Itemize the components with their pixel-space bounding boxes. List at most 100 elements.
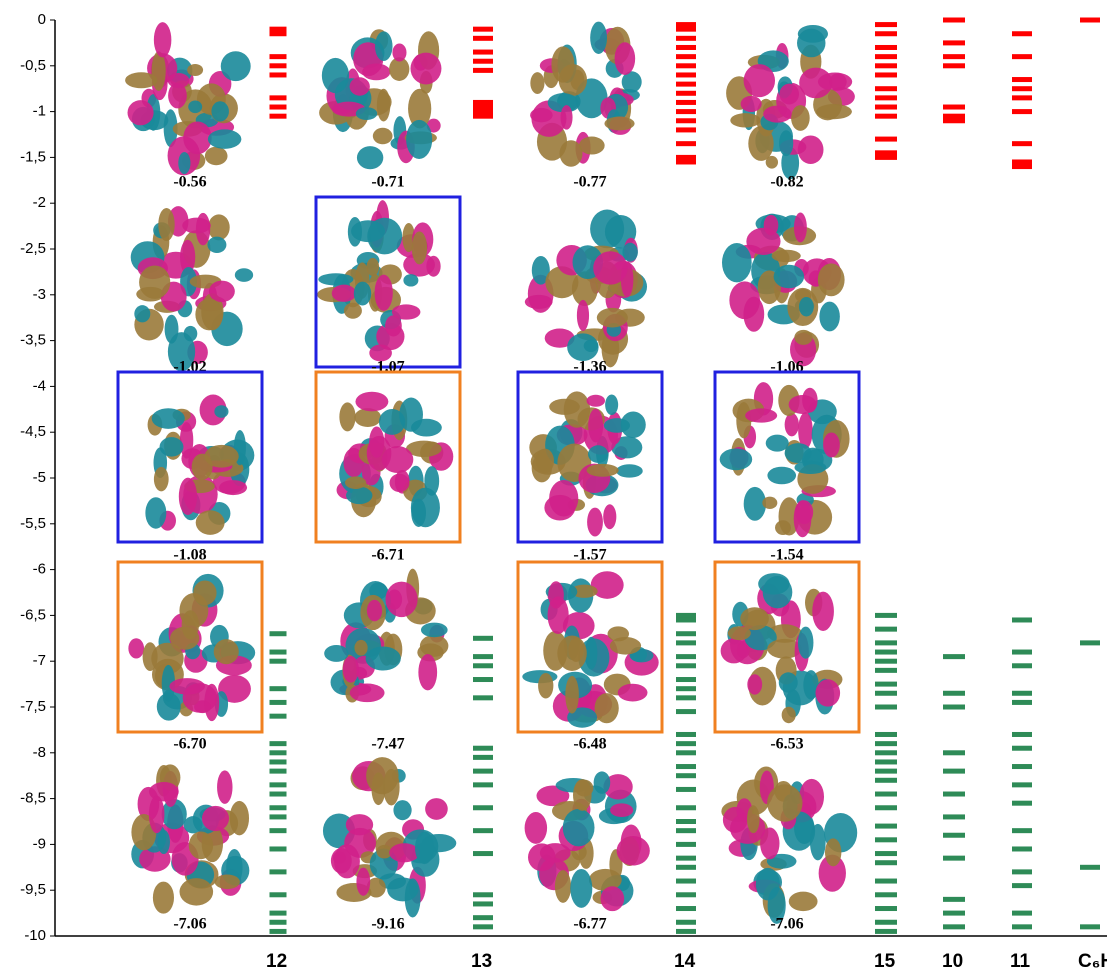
orbital-lobe [187,64,203,76]
energy-level [676,828,696,833]
energy-level [676,100,696,105]
orbital-lobe [420,635,449,657]
orbital-lobe [214,405,228,418]
energy-level [473,68,493,73]
energy-level [943,792,965,797]
orbital-lobe [369,426,384,457]
orbital-lobe [324,645,348,662]
energy-level [676,27,696,32]
orbital-lobe [403,274,418,286]
orbital-lobe [729,281,760,319]
orbital-lobe [168,73,190,88]
energy-level [875,851,897,856]
y-tick-label: -1,5 [20,148,46,165]
orbital-lobe [207,237,226,253]
energy-level [270,846,287,851]
energy-level [943,705,965,710]
energy-level [473,695,493,700]
orbital-lobe [605,395,618,415]
energy-level [473,114,493,119]
orbital-lobe [196,510,225,535]
energy-level [473,892,493,897]
y-tick-label: -10 [24,927,46,944]
orbital-image [125,22,251,175]
orbital-lobe [579,137,605,155]
orbital-lobe [410,53,441,85]
energy-level [676,82,696,87]
x-tick-label: 12 [266,951,287,972]
orbital-lobe [779,84,799,105]
orbital-lobe [193,580,216,605]
orbital-image [721,573,843,723]
orbital-lobe [158,208,174,241]
orbital-lobe [799,779,824,815]
energy-level [270,814,287,819]
x-tick-label: 13 [471,951,492,972]
energy-level [875,45,897,50]
y-tick-label: -8,5 [20,790,46,807]
y-tick-label: -8 [33,744,46,761]
energy-level [676,750,696,755]
energy-level [943,118,965,123]
orbital-lobe [392,44,406,62]
orbital-lobe [740,607,769,630]
orbital-image [530,22,642,167]
energy-level [1012,924,1032,929]
orbital-lobe [169,678,205,694]
energy-level [1012,95,1032,100]
energy-level [270,759,287,764]
energy-level [676,654,696,659]
energy-level [875,105,897,110]
orbital-lobe [565,676,579,714]
energy-level [676,865,696,870]
energy-level [676,906,696,911]
orbital-lobe [217,770,232,804]
orbital-lobe [590,22,607,54]
orbital-lobe [348,217,362,247]
orbital-lobe [789,892,818,911]
energy-level [875,650,897,655]
orbital-lobe [525,295,553,309]
orbital-image [337,392,454,528]
orbital-lobe [204,684,219,721]
orbital-lobe [235,268,253,282]
orbital-lobe [722,243,752,282]
energy-level [943,750,965,755]
energy-level [943,18,965,23]
orbital-lobe [610,637,641,655]
orbital-image [323,757,456,917]
y-tick-label: -5,5 [20,515,46,532]
orbital-lobe [154,467,169,491]
orbital-lobe [392,304,421,319]
orbital-lobe [406,120,432,159]
orbital-lobe [158,830,170,854]
orbital-lobe [762,497,777,509]
energy-level [943,897,965,902]
orbital-lobe [532,454,552,483]
orbital-lobe [551,46,574,82]
orbital-lobe [604,418,630,433]
energy-level [875,860,897,865]
energy-level [676,929,696,934]
orbital-lobe [128,638,144,658]
energy-level [1012,883,1032,888]
energy-level [270,929,287,934]
energy-level [875,759,897,764]
orbital-image [525,209,647,367]
orbital-lobe [748,126,773,161]
y-tick-label: -4 [33,377,46,394]
orbital-lobe [720,448,753,470]
y-tick-label: -4,5 [20,423,46,440]
energy-level [875,732,897,737]
y-tick-label: -5 [33,469,46,486]
orbital-lobe [745,408,777,422]
energy-level [473,59,493,64]
energy-level [943,654,965,659]
orbital-lobe [208,129,242,148]
orbital-lobe [617,836,650,866]
energy-level [270,700,287,705]
orbital-lobe [145,497,166,528]
orbital-lobe [208,214,230,240]
energy-level [943,63,965,68]
energy-level [943,105,965,110]
